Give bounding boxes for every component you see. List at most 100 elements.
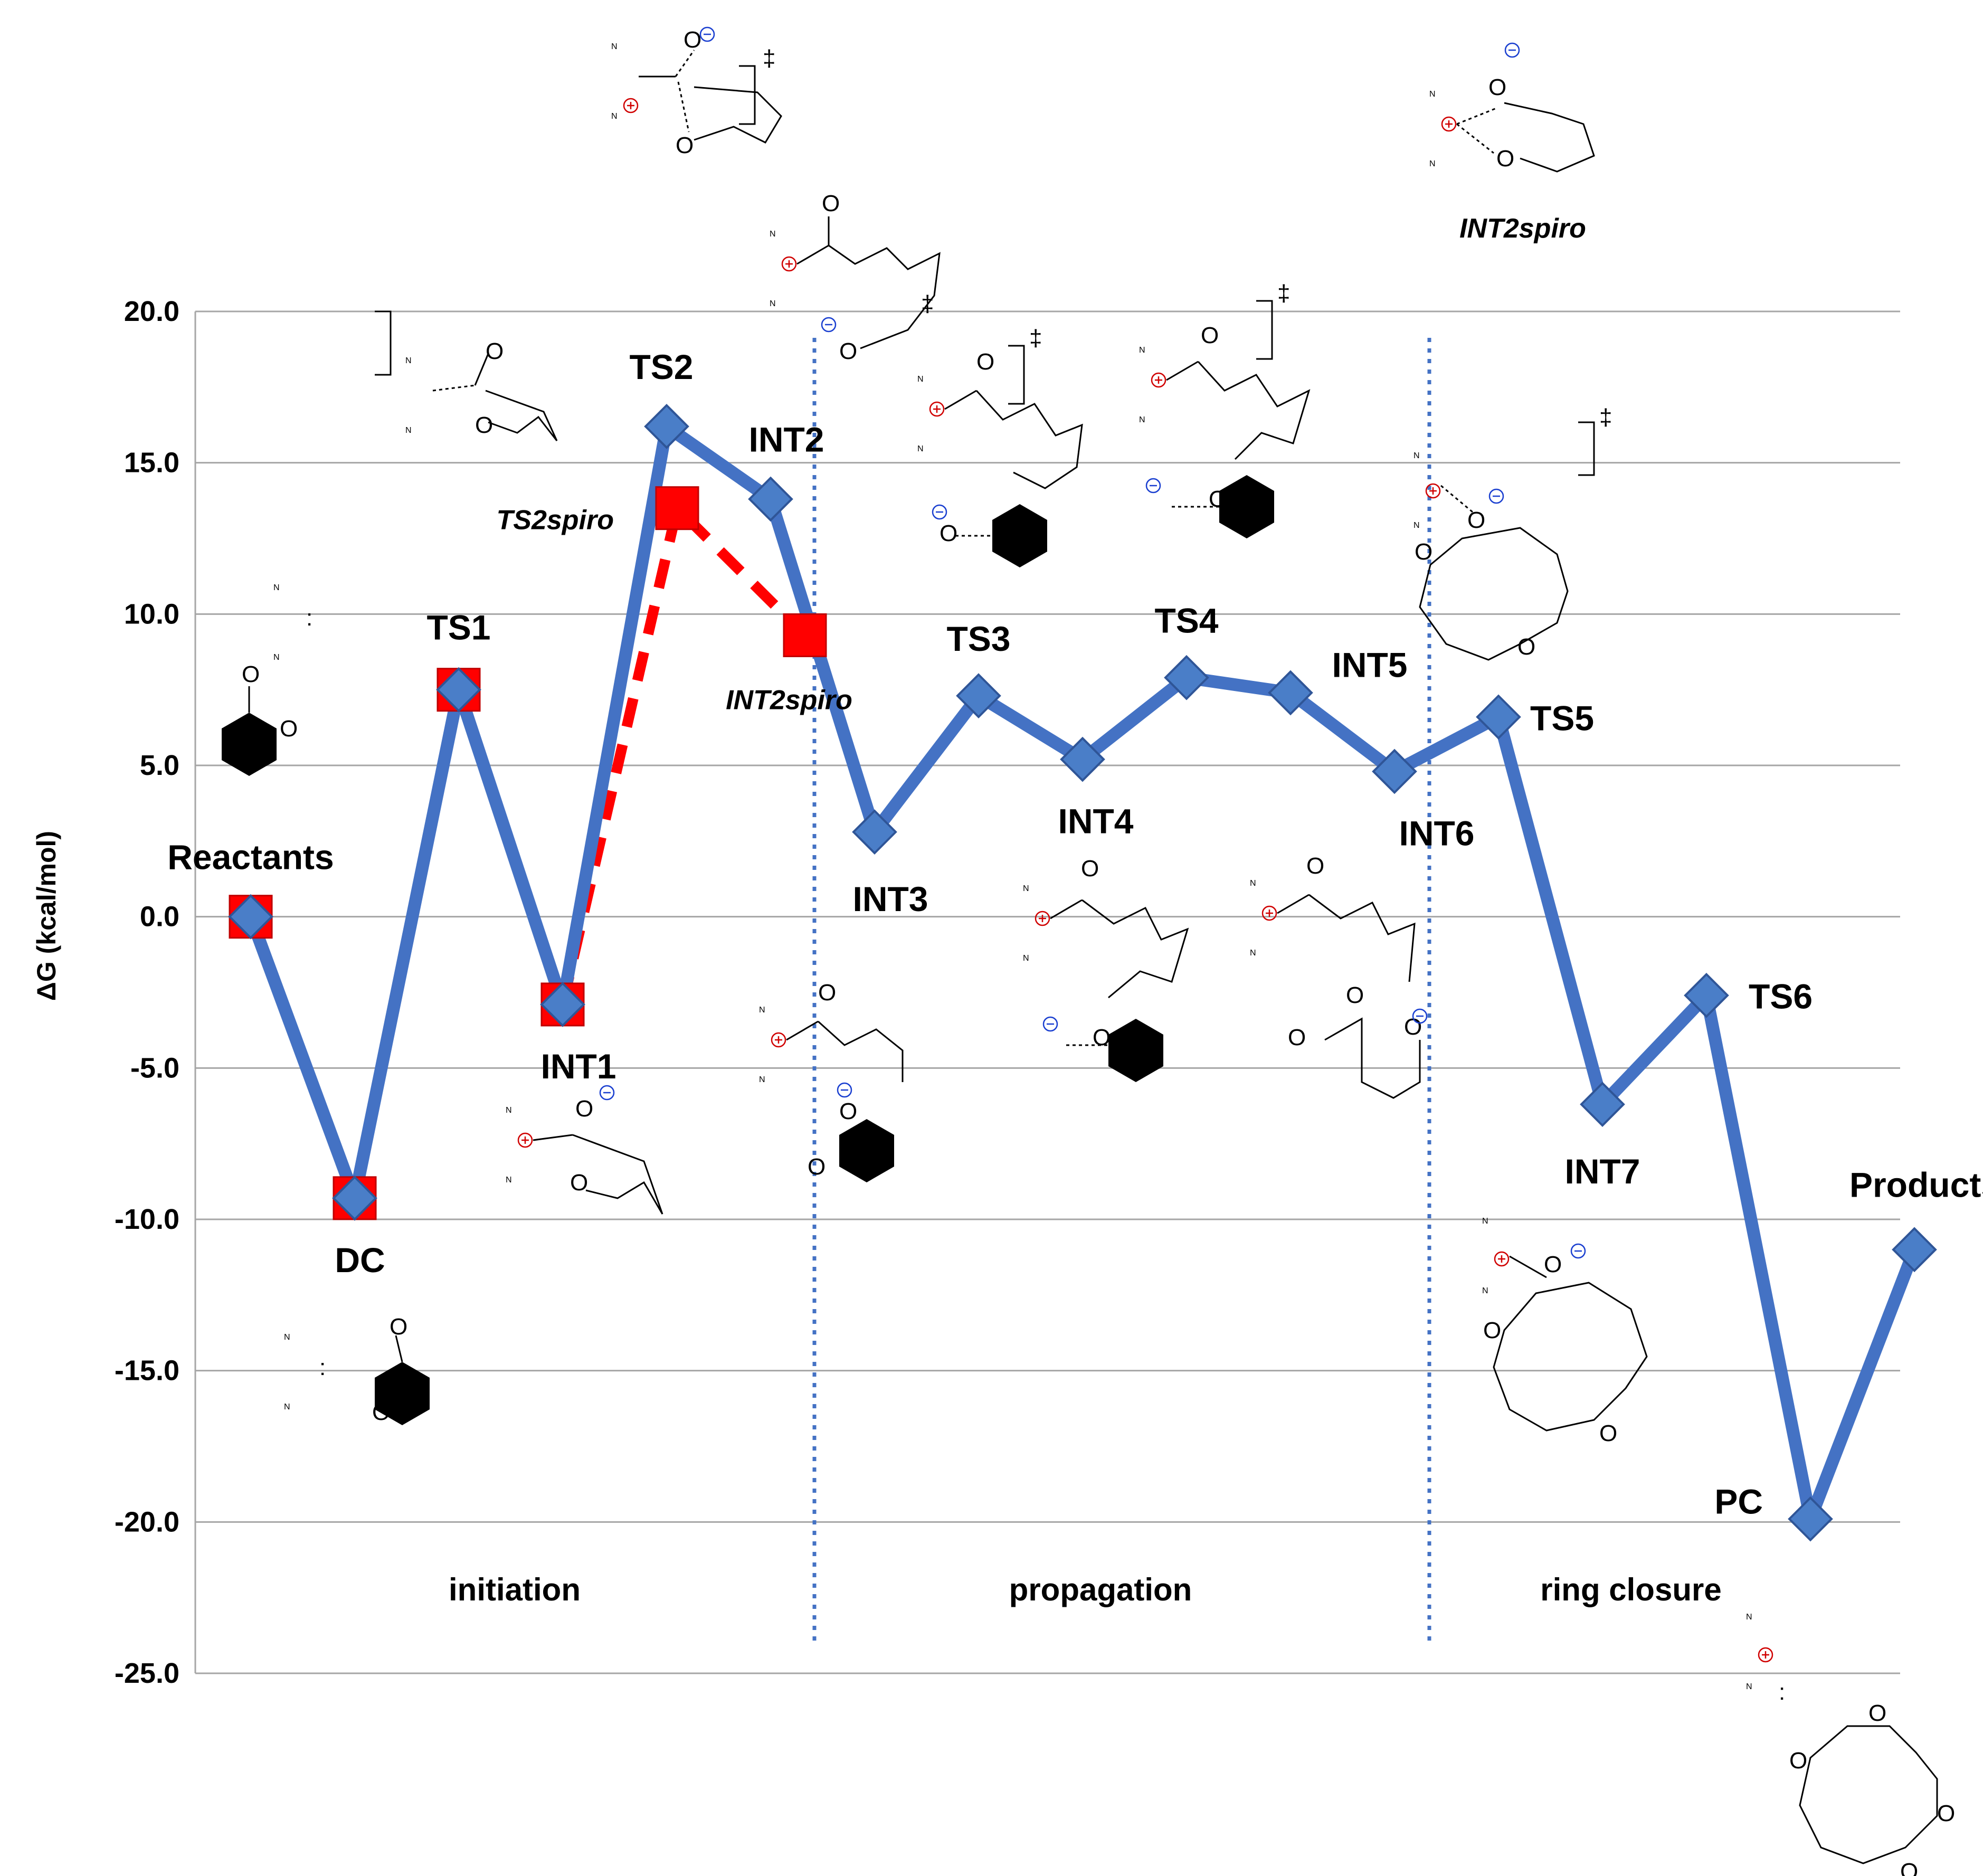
svg-text:O: O <box>575 1096 593 1122</box>
y-tick-label: -25.0 <box>115 1657 179 1689</box>
marker-diamond-int1 <box>540 982 585 1027</box>
svg-text:O: O <box>1415 539 1432 565</box>
y-tick-label: -15.0 <box>115 1355 179 1387</box>
svg-text:O: O <box>1081 856 1099 882</box>
svg-text:O: O <box>1346 982 1364 1008</box>
svg-text:O: O <box>1937 1801 1955 1826</box>
marker-diamond-ts5 <box>1476 694 1521 740</box>
series-line-main <box>244 420 1921 1526</box>
structure-dc: : O O <box>222 1299 430 1436</box>
y-tick-label: -5.0 <box>130 1052 179 1084</box>
svg-text:O: O <box>940 520 957 546</box>
phase-label-propagation: propagation <box>1009 1572 1192 1607</box>
point-label-ts2: TS2 <box>629 347 693 386</box>
point-label-products: Products <box>1849 1165 1983 1204</box>
marker-diamond-dc <box>332 1176 377 1221</box>
structure-ts2: O O ‡ <box>549 8 782 158</box>
svg-text:O: O <box>818 980 836 1006</box>
y-tick-label: 5.0 <box>140 750 179 781</box>
point-label-ts6: TS6 <box>1749 977 1813 1016</box>
svg-text::: : <box>306 605 312 631</box>
svg-text:O: O <box>839 338 857 364</box>
svg-text::: : <box>1779 1679 1785 1705</box>
point-label-ts4: TS4 <box>1154 601 1218 640</box>
svg-text:O: O <box>242 661 260 687</box>
point-label-int1: INT1 <box>540 1047 616 1086</box>
point-label-int4: INT4 <box>1058 802 1133 841</box>
series-lines <box>244 420 1921 1526</box>
point-label-reactants: Reactants <box>167 838 334 877</box>
svg-text:‡: ‡ <box>1599 404 1612 430</box>
marker-diamond-int5 <box>1268 670 1313 716</box>
svg-text:‡: ‡ <box>1029 325 1042 351</box>
structure-ts5: O O O ‡ <box>1351 404 1612 661</box>
point-label-ts2spiro: TS2spiro <box>497 505 614 536</box>
svg-text:O: O <box>1201 323 1219 348</box>
svg-text:O: O <box>570 1170 588 1196</box>
marker-diamond-int4 <box>1060 736 1105 782</box>
svg-text::: : <box>319 1354 326 1380</box>
svg-text:‡: ‡ <box>763 45 775 71</box>
y-tick-label: 20.0 <box>124 296 179 327</box>
svg-text:O: O <box>839 1098 857 1124</box>
svg-text:O: O <box>475 412 493 438</box>
svg-text:O: O <box>1868 1700 1886 1726</box>
marker-diamond-ts6 <box>1684 972 1729 1018</box>
point-label-ts3: TS3 <box>946 619 1010 658</box>
svg-text:O: O <box>1288 1025 1306 1050</box>
marker-diamond-ts3 <box>956 673 1001 718</box>
svg-text:O: O <box>1467 507 1485 533</box>
point-label-int6: INT6 <box>1399 813 1474 852</box>
svg-text:O: O <box>1789 1748 1807 1774</box>
marker-diamond-ts4 <box>1164 655 1209 700</box>
phase-label-initiation: initiation <box>449 1572 581 1607</box>
structure-reactants: : <box>211 549 312 686</box>
y-tick-label: -20.0 <box>115 1506 179 1538</box>
structure-ts3: O O ‡ <box>855 325 1083 567</box>
svg-text:O: O <box>1496 146 1514 172</box>
svg-text:O: O <box>280 716 298 742</box>
marker-diamond-products <box>1892 1227 1937 1273</box>
structure-ts1: O O ‡ <box>343 291 934 459</box>
y-axis-ticks: 20.0 15.0 10.0 5.0 0.0 -5.0 -10.0 -15.0 -20.0 -25… <box>115 296 179 1689</box>
structure-int2spiro-top: O O <box>1367 42 1595 193</box>
structure-int2: O O <box>707 191 941 364</box>
svg-text:O: O <box>676 132 694 158</box>
marker-diamond-int3 <box>852 809 897 855</box>
svg-text:O: O <box>1544 1252 1562 1277</box>
phase-label-ring-closure: ring closure <box>1540 1572 1721 1607</box>
point-label-int3: INT3 <box>852 879 928 918</box>
y-axis-label: ΔG (kcal/mol) <box>32 831 61 1001</box>
y-tick-label: 10.0 <box>124 598 179 630</box>
y-tick-label: 0.0 <box>140 901 179 933</box>
point-label-int2spiro: INT2spiro <box>726 685 852 715</box>
y-tick-label: 15.0 <box>124 447 179 479</box>
svg-text:O: O <box>390 1314 407 1340</box>
point-label-int5: INT5 <box>1332 645 1407 684</box>
svg-text:O: O <box>1306 853 1324 879</box>
marker-diamond-reactants <box>228 894 273 940</box>
marker-diamond-int7 <box>1580 1082 1625 1127</box>
svg-text:‡: ‡ <box>921 291 934 317</box>
gridlines <box>194 310 1900 1674</box>
svg-text:O: O <box>808 1154 826 1180</box>
svg-text:O: O <box>976 349 994 375</box>
marker-square-ts2spiro <box>655 486 699 530</box>
point-label-pc: PC <box>1714 1482 1763 1521</box>
svg-text:O: O <box>1483 1318 1501 1343</box>
structure-ts4: O O ‡ <box>1077 280 1311 538</box>
marker-diamond-int6 <box>1372 748 1417 794</box>
point-label-int7: INT7 <box>1564 1152 1640 1191</box>
svg-text:O: O <box>822 191 840 216</box>
point-label-ts5: TS5 <box>1530 698 1594 737</box>
svg-text:O: O <box>372 1399 390 1425</box>
structure-int6: O O O O <box>1188 845 1428 1099</box>
structure-lactone: O O <box>222 661 298 776</box>
structure-int2spiro-top-label: INT2spiro <box>1459 213 1586 244</box>
phase-dividers <box>812 338 1431 1642</box>
svg-text:O: O <box>1093 1025 1111 1050</box>
point-label-dc: DC <box>335 1240 385 1280</box>
marker-diamond-pc <box>1788 1496 1833 1542</box>
y-tick-label: -10.0 <box>115 1204 179 1235</box>
